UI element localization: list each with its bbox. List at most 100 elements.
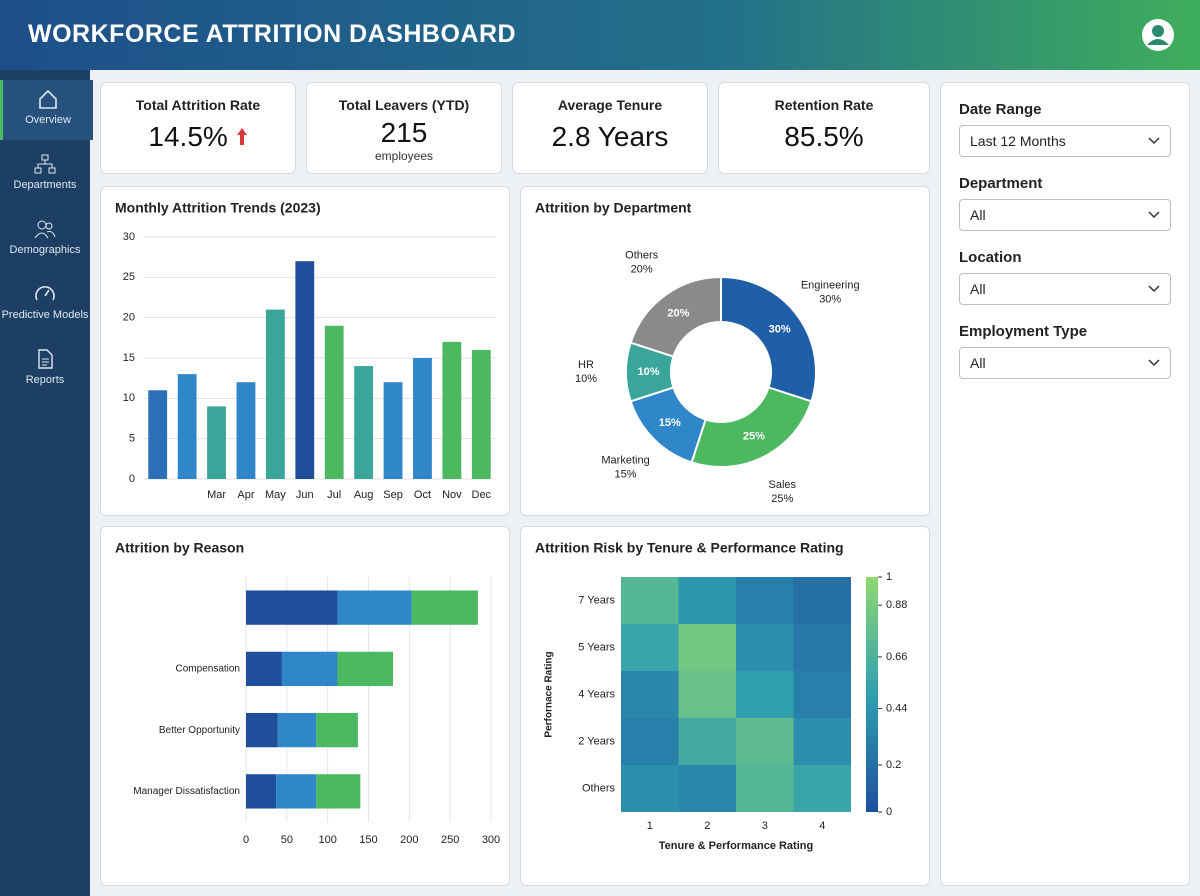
- legend-value: 25%: [771, 493, 793, 505]
- nav-item[interactable]: Demographics: [0, 210, 90, 270]
- y-tick-label: 20: [123, 312, 135, 324]
- legend-value: 30%: [819, 294, 841, 306]
- filter-select[interactable]: All: [959, 199, 1171, 231]
- donut-slice: [720, 275, 817, 403]
- chevron: [1148, 137, 1160, 145]
- bar-segment: [316, 774, 361, 809]
- x-tick-label: Sep: [383, 489, 403, 501]
- filter-label: Employment Type: [959, 323, 1088, 340]
- bar-segment: [246, 590, 338, 625]
- x-tick-label: May: [265, 489, 286, 501]
- x-tick-label: 100: [318, 834, 336, 846]
- bar: [471, 349, 491, 479]
- kpi-label: Retention Rate: [774, 97, 874, 113]
- filter-value: Last 12 Months: [970, 133, 1066, 149]
- y-tick-label: Better Opportunity: [159, 725, 240, 736]
- trend-up-icon: [236, 128, 247, 145]
- x-tick-label: Oct: [414, 489, 431, 501]
- x-tick-label: 300: [482, 834, 500, 846]
- y-tick-label: 2 Years: [578, 735, 615, 747]
- chart-title: Monthly Attrition Trends (2023): [115, 200, 321, 216]
- y-tick-label: 30: [123, 231, 135, 243]
- nav-item[interactable]: Reports: [0, 340, 90, 400]
- legend-value: 10%: [575, 373, 597, 385]
- kpi-value: 14.5%: [148, 121, 228, 152]
- chart-title: Attrition by Reason: [115, 540, 244, 556]
- slice-label: 15%: [659, 417, 681, 429]
- legend-value: 15%: [615, 468, 637, 480]
- filter-label: Date Range: [959, 101, 1042, 118]
- y-tick-label: Compensation: [176, 664, 240, 675]
- colorbar-tick-label: 0.44: [886, 703, 907, 715]
- bar: [413, 358, 432, 479]
- x-tick-label: Aug: [354, 489, 374, 501]
- bar-segment: [276, 774, 317, 809]
- heat-cell: [678, 624, 736, 671]
- heat-cell: [793, 577, 851, 624]
- bar: [295, 261, 315, 479]
- heat-cell: [621, 624, 679, 671]
- y-tick-label: 25: [123, 271, 135, 283]
- heat-cell: [793, 718, 851, 765]
- y-tick-label: 0: [129, 473, 135, 485]
- kpi-value: 215: [380, 117, 428, 148]
- chart: Attrition by Department 30% Engineering 30%…: [535, 200, 860, 505]
- kpi-sub: employees: [374, 149, 434, 163]
- heat-cell: [678, 718, 736, 765]
- chart: Attrition by Reason 0 50 100 150 200 250 300 Com…: [115, 540, 500, 846]
- kpi-card: Total Leavers (YTD) 215 employees: [306, 82, 502, 174]
- colorbar-tick-label: 0.2: [886, 759, 901, 771]
- x-tick-label: 2: [704, 820, 710, 832]
- bar-segment: [316, 712, 358, 748]
- x-tick-label: Apr: [237, 489, 254, 501]
- bar-segment: [246, 774, 277, 809]
- filter-label: Location: [959, 249, 1022, 266]
- heat-cell: [621, 718, 679, 765]
- nav-item[interactable]: Departments: [0, 145, 90, 205]
- y-tick-label: 15: [123, 352, 135, 364]
- colorbar-tick-label: 1: [886, 571, 892, 583]
- heat-cell: [793, 624, 851, 671]
- x-tick-label: 150: [359, 834, 377, 846]
- chevron: [1148, 285, 1160, 293]
- heat-cell: [678, 765, 736, 812]
- bar: [177, 374, 197, 479]
- kpi-value: 85.5%: [784, 121, 864, 152]
- legend-label: Engineering: [801, 280, 860, 292]
- nav-label: Departments: [13, 179, 77, 191]
- chart-title: Attrition by Department: [535, 200, 692, 216]
- kpi-label: Average Tenure: [557, 97, 663, 113]
- x-tick-label: Jun: [296, 489, 314, 501]
- x-axis-label: Tenure & Performance Rating: [659, 840, 813, 852]
- x-tick-label: 3: [762, 820, 768, 832]
- filter-select[interactable]: All: [959, 347, 1171, 379]
- kpi-card: Total Attrition Rate 14.5%: [100, 82, 296, 174]
- kpi-label: Total Attrition Rate: [135, 97, 261, 113]
- nav-item[interactable]: Predictive Models: [0, 275, 90, 335]
- y-axis-label: Perfornace Rating: [544, 651, 555, 737]
- chart-card: Attrition Risk by Tenure & Performance R…: [520, 526, 930, 886]
- nav-icon: [38, 349, 53, 369]
- bar: [236, 382, 256, 479]
- colorbar-tick-label: 0: [886, 806, 892, 818]
- chart-title: Attrition Risk by Tenure & Performance R…: [535, 540, 844, 556]
- heat-cell: [793, 671, 851, 718]
- user-avatar[interactable]: [1140, 17, 1176, 53]
- bar: [442, 341, 462, 479]
- sidebar: Overview Departments Demographics Predic…: [0, 70, 93, 896]
- filter-value: All: [970, 207, 986, 223]
- filter-select[interactable]: All: [959, 273, 1171, 305]
- nav-icon: [35, 286, 55, 301]
- filter-panel: Date Range Last 12 Months Department All Loc…: [940, 82, 1190, 886]
- heat-cell: [736, 624, 794, 671]
- x-tick-label: 0: [243, 834, 249, 846]
- bar: [148, 390, 168, 479]
- heat-cell: [736, 765, 794, 812]
- colorbar-tick-label: 0.88: [886, 599, 907, 611]
- chart-card: Attrition by Department 30% Engineering 30%…: [520, 186, 930, 516]
- chevron: [1148, 359, 1160, 367]
- filter-select[interactable]: Last 12 Months: [959, 125, 1171, 157]
- nav-item[interactable]: Overview: [0, 80, 93, 140]
- nav-label: Demographics: [9, 244, 81, 256]
